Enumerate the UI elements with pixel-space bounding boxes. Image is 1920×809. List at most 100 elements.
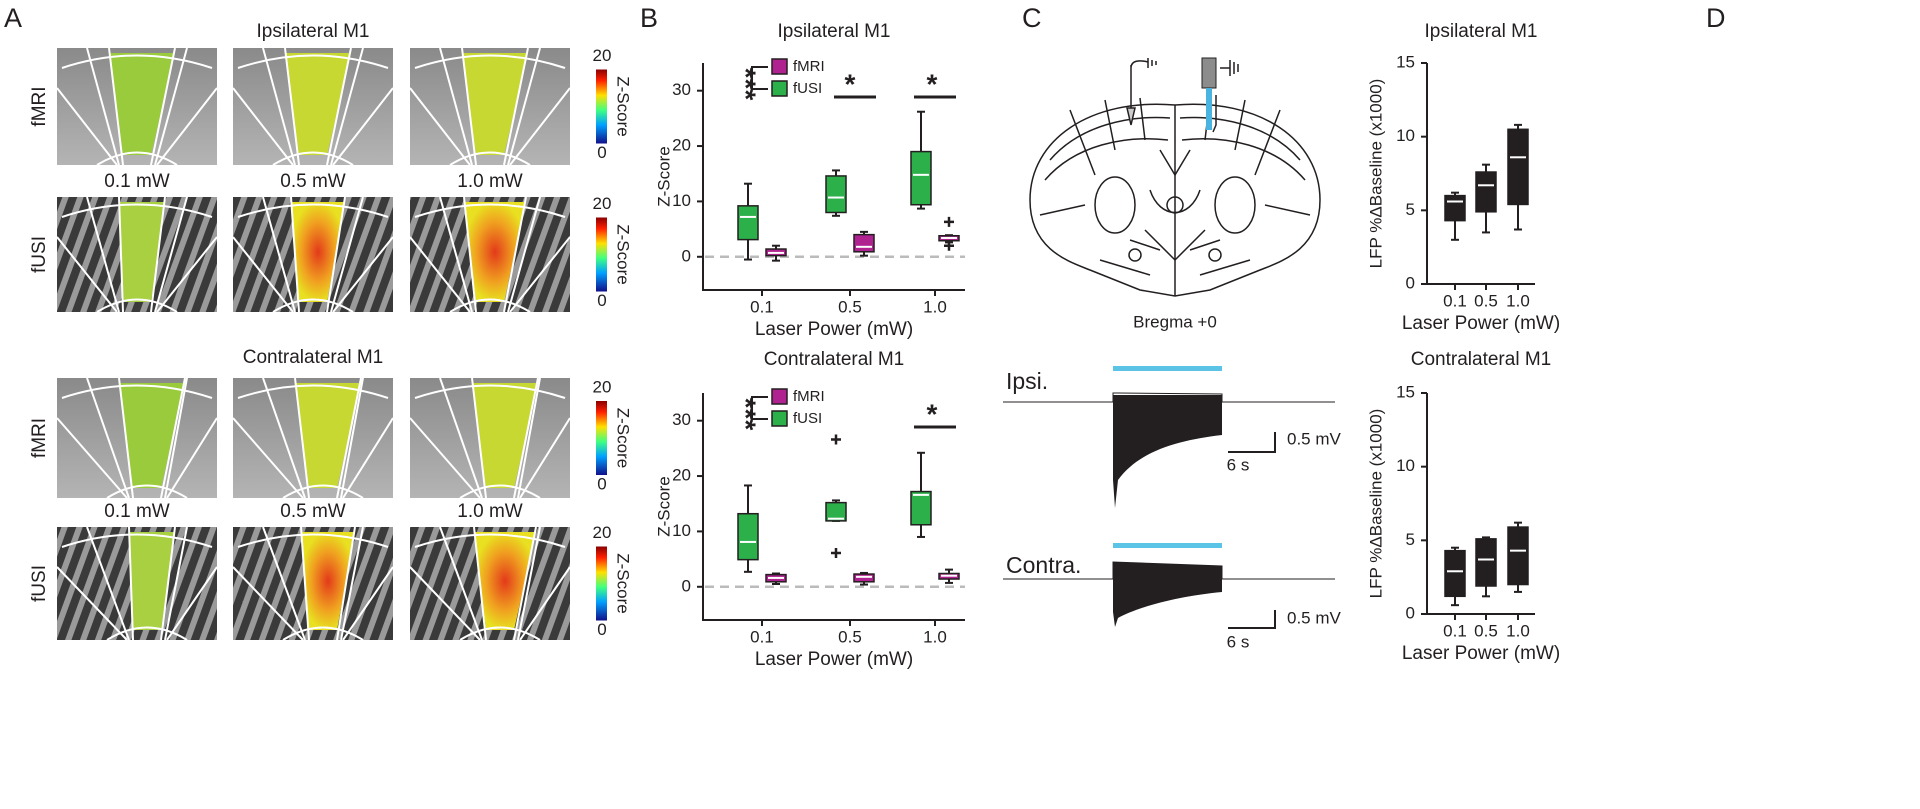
- y-tick-label: 30: [672, 80, 691, 99]
- power-label: 1.0 mW: [457, 501, 523, 522]
- panel-label: C: [1022, 3, 1042, 33]
- y-axis-label: Z-Score: [654, 476, 673, 536]
- significance: *: [845, 68, 856, 99]
- colorbar: [596, 401, 607, 475]
- box: [1507, 128, 1529, 206]
- activation: [109, 53, 175, 155]
- colorbar-max: 20: [593, 46, 612, 65]
- legend-label: fUSI: [793, 410, 822, 427]
- box: [737, 205, 759, 241]
- power-label: 0.1 mW: [104, 171, 170, 192]
- y-tick-label: 0: [1406, 603, 1415, 622]
- box: [1475, 538, 1497, 587]
- colorbar-label: Z-Score: [614, 553, 633, 613]
- x-axis-label: Laser Power (mW): [755, 649, 913, 670]
- legend-swatch: [771, 410, 788, 427]
- box: [853, 573, 875, 583]
- scale-label: 0.5 mV: [1287, 608, 1342, 627]
- chart-title: Contralateral M1: [1411, 349, 1551, 370]
- y-tick-label: 0: [682, 246, 691, 265]
- panel-label: D: [1706, 3, 1726, 33]
- x-axis-label: Laser Power (mW): [1402, 313, 1560, 334]
- axes: [702, 393, 965, 621]
- y-tick-label: 20: [672, 466, 691, 485]
- colorbar-max: 20: [593, 377, 612, 396]
- power-label: 0.5 mW: [280, 171, 346, 192]
- x-axis-label: Laser Power (mW): [1402, 643, 1560, 664]
- atlas-lines: [232, 196, 394, 313]
- legend-swatch: [771, 58, 788, 75]
- image: [409, 47, 571, 166]
- light-beam: [1206, 88, 1212, 130]
- image: [232, 196, 394, 313]
- colorbar: [596, 546, 607, 621]
- colorbar-label: Z-Score: [614, 224, 633, 284]
- atlas-lines: [232, 47, 394, 166]
- section-title: Ipsilateral M1: [257, 21, 370, 42]
- x-tick-label: 0.1: [1443, 291, 1467, 310]
- box: [1444, 194, 1466, 222]
- legend-label: fMRI: [793, 58, 825, 75]
- colorbar-min: 0: [597, 291, 606, 310]
- scale-bar: [1228, 432, 1276, 453]
- outlier: [944, 216, 954, 227]
- activation: [285, 53, 351, 155]
- y-tick-label: 10: [672, 521, 691, 540]
- scale-label: 0.5 mV: [1287, 429, 1342, 448]
- atlas-label: Bregma +0: [1133, 312, 1217, 331]
- box: [1475, 171, 1497, 213]
- box: [825, 175, 847, 214]
- y-tick-label: 20: [672, 136, 691, 155]
- x-tick-label: 0.1: [1443, 621, 1467, 640]
- atlas-lines: [56, 47, 218, 166]
- y-tick-label: 10: [1396, 456, 1415, 475]
- box: [737, 512, 759, 561]
- trace-envelope: [1113, 395, 1222, 508]
- image: [232, 377, 394, 499]
- atlas-lines: [409, 526, 571, 641]
- atlas-lines: [409, 377, 571, 499]
- box: [853, 233, 875, 253]
- power-label: 0.5 mW: [280, 501, 346, 522]
- image: [56, 47, 218, 166]
- colorbar-max: 20: [593, 523, 612, 542]
- scale-label: 6 s: [1227, 632, 1250, 651]
- trace-envelope: [1113, 562, 1222, 627]
- box: [910, 150, 932, 206]
- x-tick-label: 0.5: [1474, 291, 1498, 310]
- colorbar-min: 0: [597, 620, 606, 639]
- legend-swatch: [771, 80, 788, 97]
- image: [409, 196, 571, 313]
- activation: [295, 383, 361, 488]
- x-tick-label: 0.5: [1474, 621, 1498, 640]
- atlas-lines: [56, 196, 218, 313]
- y-tick-label: 10: [1396, 126, 1415, 145]
- atlas-lines: [409, 196, 571, 313]
- x-tick-label: 1.0: [1506, 621, 1530, 640]
- activation: [119, 202, 165, 302]
- y-tick-label: 0: [682, 576, 691, 595]
- y-axis-label: LFP %ΔBaseline (x1000): [1366, 79, 1385, 269]
- y-tick-label: 15: [1396, 382, 1415, 401]
- chart-title: Ipsilateral M1: [1425, 21, 1538, 42]
- legend-label: fUSI: [793, 80, 822, 97]
- optic-fiber: [1201, 57, 1217, 89]
- activation: [474, 532, 536, 630]
- colorbar-label: Z-Score: [614, 408, 633, 468]
- colorbar-min: 0: [597, 474, 606, 493]
- image: [409, 526, 571, 641]
- image: [56, 196, 218, 313]
- outlier: [944, 240, 954, 251]
- row-label: fMRI: [29, 418, 50, 458]
- legend-bracket: [751, 396, 768, 420]
- colorbar-label: Z-Score: [614, 76, 633, 136]
- image: [409, 377, 571, 499]
- x-tick-label: 1.0: [1506, 291, 1530, 310]
- legend-label: fMRI: [793, 388, 825, 405]
- axes: [702, 63, 965, 291]
- power-label: 0.1 mW: [104, 501, 170, 522]
- significance: ***: [731, 398, 762, 431]
- colorbar-max: 20: [593, 194, 612, 213]
